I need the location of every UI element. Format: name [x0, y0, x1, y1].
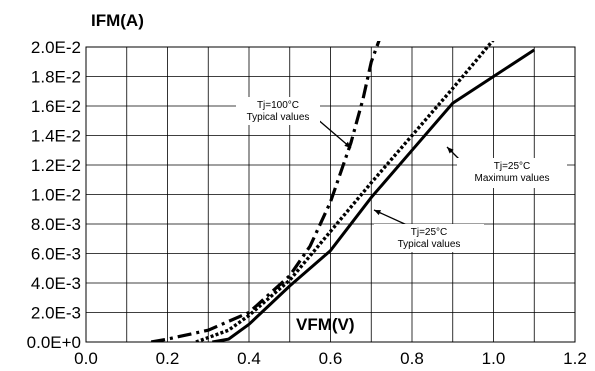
y-tick-label: 1.6E-2 [31, 97, 81, 116]
y-tick-label: 1.4E-2 [31, 127, 81, 146]
x-tick-label: 0.4 [237, 349, 261, 368]
y-axis-title: IFM(A) [91, 11, 144, 30]
y-tick-label: 2.0E-3 [31, 304, 81, 323]
y-tick-label: 1.8E-2 [31, 68, 81, 87]
y-tick-label: 1.2E-2 [31, 156, 81, 175]
grid-lines [86, 47, 575, 342]
series-line-solid [212, 50, 534, 342]
annotation-text: Tj=100°C [257, 100, 299, 111]
y-tick-label: 1.0E-2 [31, 186, 81, 205]
x-tick-label: 0.8 [400, 349, 424, 368]
annotation-text: Tj=25°C [494, 161, 531, 172]
annotation-text: Tj=25°C [411, 227, 448, 238]
y-tick-label: 6.0E-3 [31, 245, 81, 264]
y-tick-label: 0.0E+0 [27, 333, 81, 352]
y-tick-label: 4.0E-3 [31, 274, 81, 293]
x-axis-title: VFM(V) [296, 315, 355, 334]
series-lines [151, 40, 534, 342]
annotation-text: Typical values [247, 112, 310, 123]
x-tick-label: 1.2 [563, 349, 587, 368]
y-tick-label: 2.0E-2 [31, 38, 81, 57]
x-tick-label: 0.6 [319, 349, 343, 368]
series-line-dotted [196, 40, 494, 342]
y-tick-label: 8.0E-3 [31, 215, 81, 234]
annotation-leader-line [316, 118, 351, 148]
annotation-text: Maximum values [474, 173, 549, 184]
annotation-text: Typical values [398, 239, 461, 250]
series-line-dash-dot [151, 40, 379, 342]
x-tick-label: 1.0 [482, 349, 506, 368]
x-tick-label: 0.2 [156, 349, 180, 368]
